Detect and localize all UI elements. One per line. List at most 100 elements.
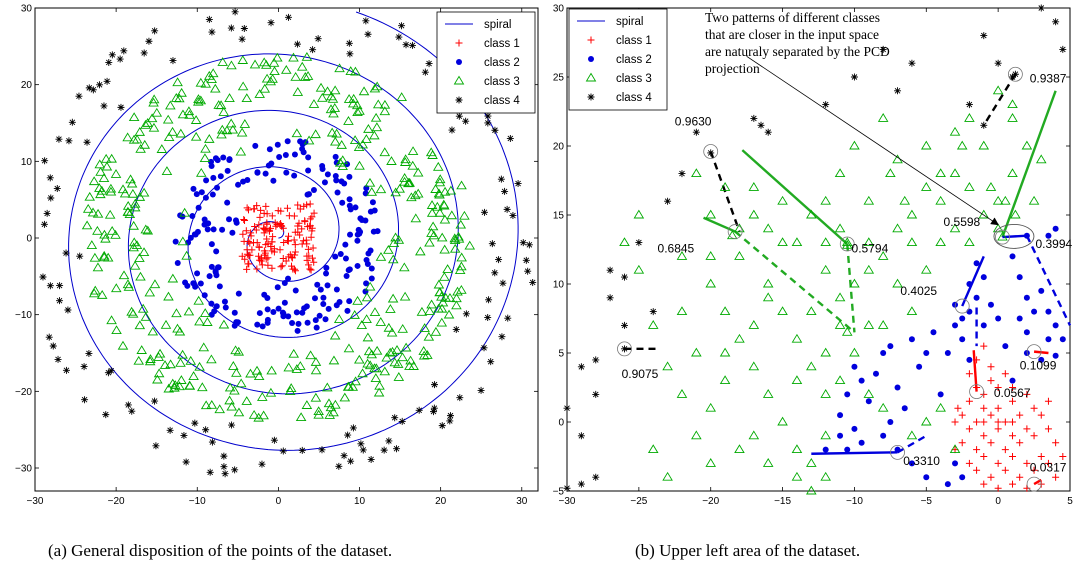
point-class-2 <box>204 226 211 233</box>
point-class-3 <box>154 348 166 358</box>
point-class-3 <box>305 350 316 360</box>
point-class-1 <box>987 377 995 385</box>
point-class-3 <box>142 225 154 235</box>
point-class-3 <box>820 347 831 357</box>
point-class-2 <box>266 146 273 153</box>
point-class-2 <box>254 169 261 176</box>
point-class-1 <box>310 209 318 217</box>
point-class-3 <box>301 400 313 409</box>
point-class-1 <box>253 265 261 273</box>
point-class-3 <box>381 352 392 362</box>
point-class-3 <box>184 109 195 119</box>
point-class-2 <box>837 412 844 419</box>
point-class-3 <box>291 364 303 373</box>
point-class-1 <box>296 205 304 213</box>
point-class-3 <box>459 210 470 220</box>
point-class-2 <box>346 196 353 203</box>
point-class-4 <box>395 33 403 41</box>
point-class-4 <box>107 367 115 375</box>
y-tick-label: 30 <box>21 4 33 15</box>
x-tick-label: −30 <box>559 496 576 507</box>
point-class-4 <box>105 58 113 66</box>
point-class-1 <box>241 216 249 224</box>
point-class-2 <box>213 184 220 191</box>
point-class-3 <box>233 346 245 356</box>
point-class-3 <box>662 471 673 481</box>
point-class-4 <box>477 386 485 394</box>
point-class-3 <box>676 306 688 316</box>
point-class-3 <box>163 383 175 393</box>
point-class-1 <box>980 404 988 412</box>
point-class-3 <box>408 361 419 370</box>
point-class-3 <box>215 100 227 110</box>
point-class-4 <box>822 101 830 109</box>
point-class-3 <box>734 223 745 233</box>
point-class-3 <box>777 306 788 316</box>
point-class-2 <box>325 305 332 312</box>
point-class-3 <box>96 289 108 299</box>
point-class-3 <box>433 279 445 289</box>
point-class-3 <box>379 99 391 109</box>
point-class-3 <box>110 229 121 239</box>
point-class-2 <box>312 317 319 324</box>
chart-b-link-labels: 0.9630 0.9387 0.9075 0.5794 0.6845 0.5598 0.39… <box>622 72 1073 475</box>
point-class-3 <box>138 247 150 257</box>
point-class-1 <box>1016 411 1024 419</box>
point-class-3 <box>449 235 461 244</box>
point-class-4 <box>298 446 306 454</box>
link-line <box>961 255 985 307</box>
point-class-1 <box>1052 439 1060 447</box>
point-class-2 <box>980 322 987 329</box>
point-class-3 <box>427 221 439 231</box>
point-class-3 <box>245 368 256 378</box>
point-class-2 <box>283 169 290 176</box>
point-class-3 <box>195 77 207 87</box>
point-class-2 <box>295 320 302 327</box>
point-class-3 <box>163 291 174 301</box>
point-class-3 <box>371 122 383 132</box>
point-class-3 <box>134 192 146 201</box>
point-class-3 <box>719 347 731 357</box>
point-class-3 <box>456 252 467 262</box>
point-class-3 <box>248 409 260 419</box>
point-class-4 <box>495 256 503 264</box>
point-class-1 <box>247 232 255 240</box>
point-class-1 <box>283 204 291 212</box>
point-class-3 <box>389 357 401 367</box>
point-class-1 <box>291 267 299 275</box>
point-class-1 <box>262 202 270 210</box>
point-class-4 <box>577 363 585 371</box>
point-class-4 <box>104 369 112 377</box>
point-class-1 <box>1009 418 1017 426</box>
point-class-2 <box>930 329 937 336</box>
point-class-3 <box>134 127 146 136</box>
point-class-3 <box>366 349 378 359</box>
point-class-3 <box>806 209 817 219</box>
link-label: 0.9630 <box>675 114 712 128</box>
point-class-3 <box>352 107 363 117</box>
point-class-2 <box>205 220 212 227</box>
point-class-3 <box>95 166 106 176</box>
point-class-2 <box>320 294 327 301</box>
point-class-3 <box>396 92 407 102</box>
point-class-4 <box>506 134 514 142</box>
point-class-2 <box>370 228 377 235</box>
point-class-3 <box>762 223 774 233</box>
point-class-3 <box>202 317 213 326</box>
chart-b: −30 −25 −20 −15 −10 −5 0 5 −5 0 5 10 15 20 25 30 0.9630… <box>553 4 1074 508</box>
point-class-4 <box>980 32 988 40</box>
y-tick-label: 20 <box>21 80 33 91</box>
point-class-3 <box>284 386 296 396</box>
point-class-3 <box>1007 113 1018 122</box>
point-class-1 <box>1016 473 1024 481</box>
point-class-1 <box>1009 453 1017 460</box>
link-line <box>1025 235 1072 326</box>
point-class-4 <box>100 102 108 110</box>
point-class-3 <box>128 242 139 252</box>
link-line <box>1001 90 1057 238</box>
point-class-4 <box>692 128 700 136</box>
point-class-2 <box>858 377 865 384</box>
point-class-3 <box>935 168 946 178</box>
point-class-2 <box>279 309 286 316</box>
point-class-3 <box>353 142 365 151</box>
